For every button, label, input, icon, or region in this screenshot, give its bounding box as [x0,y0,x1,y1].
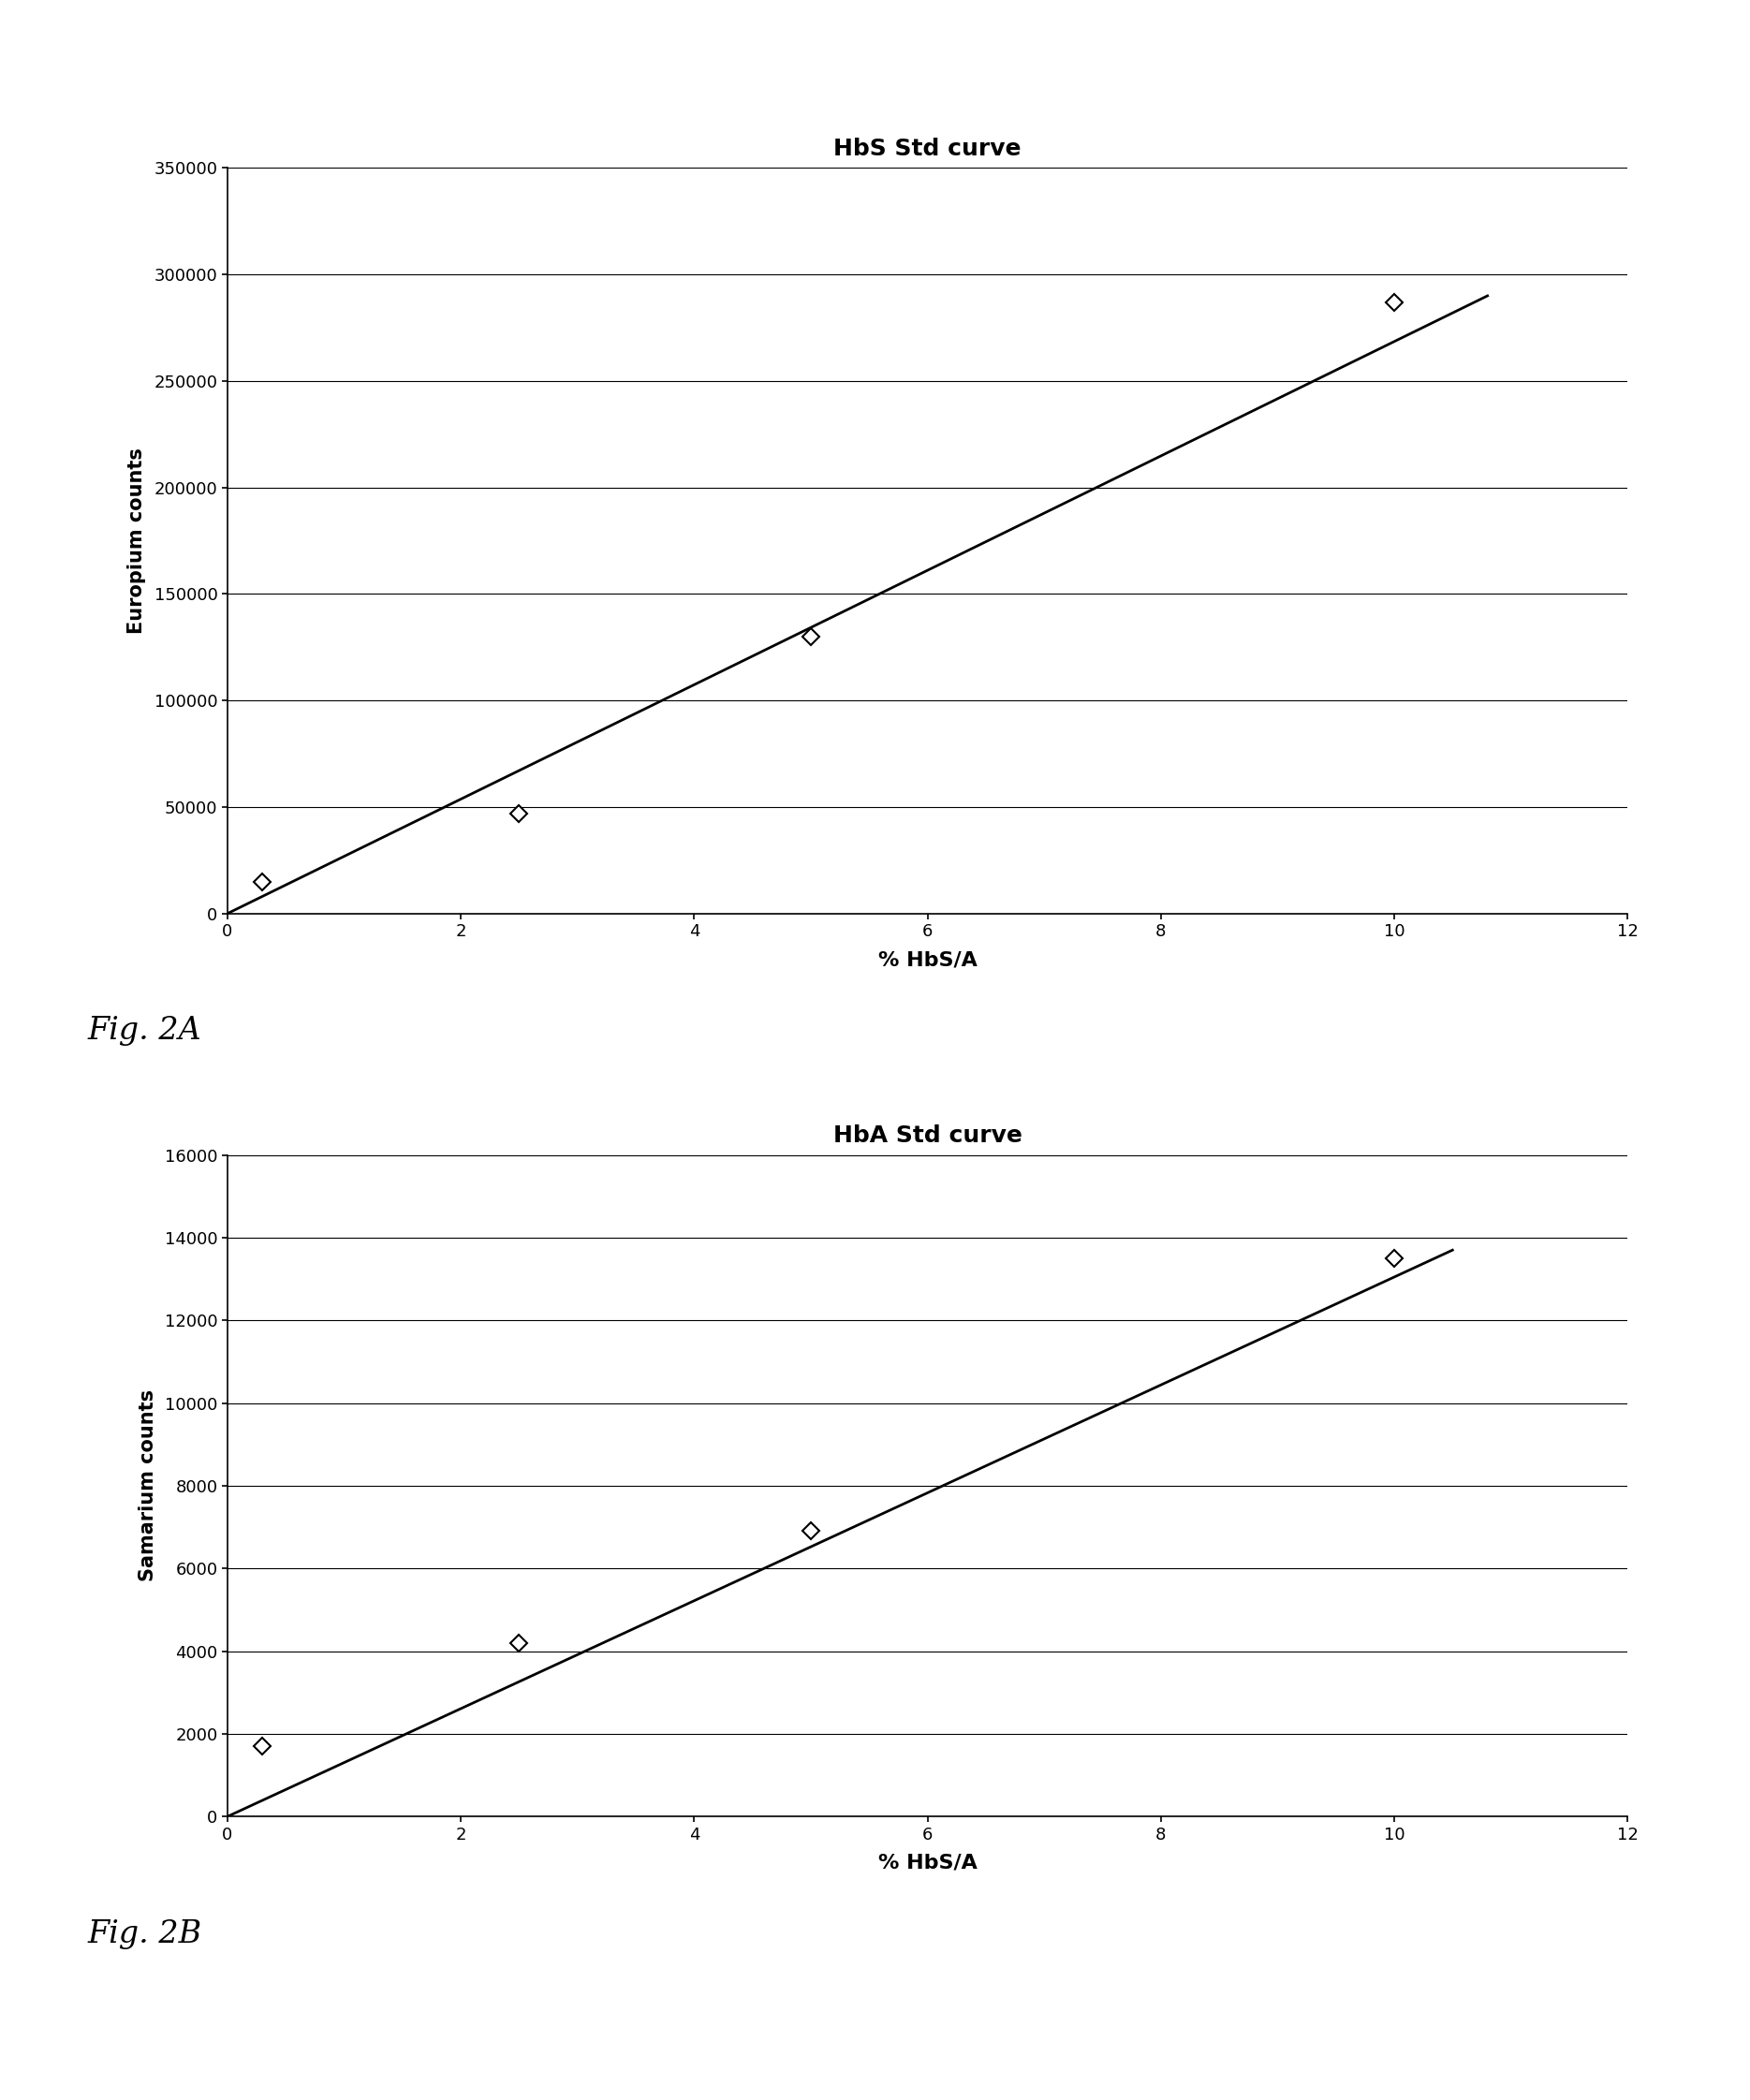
Text: Fig. 2A: Fig. 2A [88,1016,201,1046]
Y-axis label: Samarium counts: Samarium counts [138,1390,158,1581]
Text: Fig. 2B: Fig. 2B [88,1919,201,1949]
X-axis label: % HbS/A: % HbS/A [878,951,976,970]
Title: HbA Std curve: HbA Std curve [833,1124,1022,1147]
Title: HbS Std curve: HbS Std curve [833,137,1022,160]
Y-axis label: Europium counts: Europium counts [128,447,147,634]
X-axis label: % HbS/A: % HbS/A [878,1854,976,1873]
